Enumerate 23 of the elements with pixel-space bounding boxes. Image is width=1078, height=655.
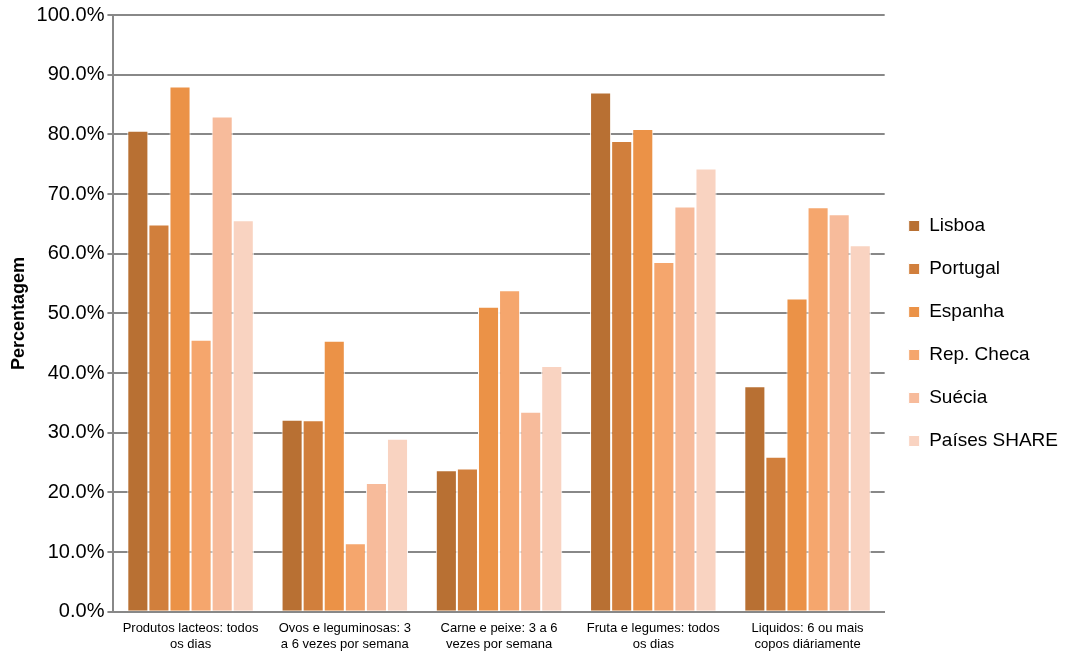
x-tick-label: Liquidos: 6 ou mais copos diáriamente (751, 620, 865, 651)
x-tick-label: Carne e peixe: 3 a 6 vezes por semana (440, 620, 558, 651)
legend-label: Lisboa (929, 214, 986, 236)
y-tick-label: 100.0% (36, 2, 105, 25)
legend-label: Portugal (929, 257, 1000, 279)
y-tick-label: 90.0% (47, 62, 105, 85)
y-tick-label: 70.0% (47, 181, 105, 204)
y-tick-label: 60.0% (47, 241, 105, 264)
legend-label: Suécia (929, 386, 988, 408)
y-axis-title: Percentagem (7, 256, 28, 370)
y-tick-label: 40.0% (47, 360, 105, 383)
x-tick-label: Ovos e leguminosas: 3 a 6 vezes por semana (278, 620, 411, 651)
x-tick-label: Produtos lacteos: todos os dias (122, 620, 259, 651)
x-tick-label: Fruta e legumes: todos os dias (586, 620, 721, 651)
legend-label: Espanha (929, 300, 1005, 322)
y-tick-label: 80.0% (47, 121, 105, 144)
y-tick-label: 10.0% (47, 539, 105, 562)
y-tick-label: 0.0% (58, 599, 105, 622)
legend-label: Países SHARE (929, 429, 1058, 451)
y-tick-label: 20.0% (47, 479, 105, 502)
legend-label: Rep. Checa (929, 343, 1030, 365)
y-tick-label: 30.0% (47, 420, 105, 443)
y-tick-label: 50.0% (47, 300, 105, 323)
